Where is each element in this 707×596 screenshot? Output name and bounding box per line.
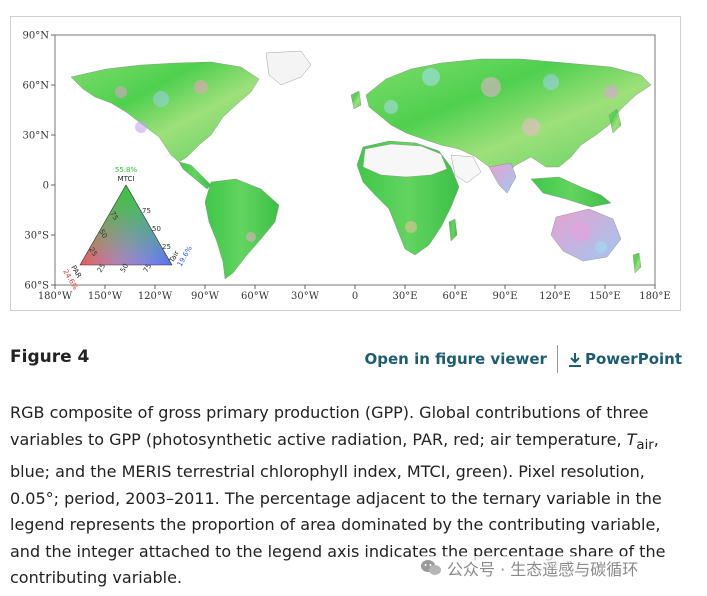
caption-tair-symbol: T [626, 429, 637, 449]
caption-part2: , blue; and the MERIS terrestrial chloro… [10, 429, 666, 588]
powerpoint-download-link[interactable]: PowerPoint [568, 350, 682, 368]
land-madagascar [448, 218, 458, 242]
open-figure-viewer-link[interactable]: Open in figure viewer [364, 350, 547, 368]
download-icon [568, 352, 581, 367]
legend-left-axis-3: 75 [108, 210, 119, 222]
legend-top-pct: 55.8% [115, 166, 138, 174]
land-greenland [265, 50, 312, 86]
land-britain [350, 90, 362, 110]
legend-bottom-axis-1: 25 [96, 262, 107, 274]
gpp-world-map: 90°N 60°N 30°N 0 30°S 60°S 180°W 150°W 120°W 90°… [23, 31, 671, 303]
watermark-text: 公众号 · 生态遥感与碳循环 [447, 560, 639, 579]
caption-part1: RGB composite of gross primary productio… [10, 403, 649, 449]
watermark: 公众号 · 生态遥感与碳循环 [420, 556, 639, 580]
legend-right-axis-3: 25 [162, 243, 171, 251]
figure-header: Figure 4 Open in figure viewer PowerPoin… [10, 343, 682, 375]
land-sahara [362, 143, 448, 178]
land-south-america [204, 178, 280, 280]
ternary-legend: 55.8% MTCI PAR 24.6% Tair 19.6% 25 50 75… [61, 166, 194, 292]
lon-tick-label: 120°E [539, 291, 570, 302]
wechat-icon [421, 560, 441, 575]
lat-tick-label: 30°S [24, 231, 49, 242]
lon-tick-label: 150°W [88, 291, 123, 302]
land-new-zealand [632, 252, 642, 274]
lon-tick-label: 180°E [639, 291, 670, 302]
lat-tick-label: 90°N [23, 31, 50, 42]
land-arabia [450, 154, 482, 184]
legend-left-axis-1: 25 [87, 246, 98, 258]
legend-right-axis-2: 50 [152, 225, 161, 233]
lon-tick-label: 150°E [589, 291, 620, 302]
figure-caption: RGB composite of gross primary productio… [10, 400, 686, 592]
legend-top-name: MTCI [118, 175, 135, 183]
lon-tick-label: 90°W [191, 291, 220, 302]
figure-image[interactable]: 90°N 60°N 30°N 0 30°S 60°S 180°W 150°W 120°W 90°… [10, 16, 681, 311]
figure-title: Figure 4 [10, 347, 90, 367]
legend-right-axis-1: 75 [142, 207, 151, 215]
lon-tick-label: 60°E [442, 291, 467, 302]
composite-speckles [115, 68, 618, 253]
powerpoint-label: PowerPoint [584, 350, 682, 368]
lon-axis: 180°W 150°W 120°W 90°W 60°W 30°W 0 30°E 60°E 90°E… [38, 285, 671, 302]
lat-tick-label: 0 [43, 181, 49, 192]
land-india [488, 162, 517, 194]
land-se-asia [530, 176, 612, 208]
legend-left-axis-2: 50 [97, 228, 108, 240]
lon-tick-label: 120°W [138, 291, 173, 302]
lat-tick-label: 30°N [23, 131, 50, 142]
land-japan [608, 108, 622, 134]
legend-bottom-axis-2: 50 [119, 262, 130, 274]
lon-tick-label: 90°E [492, 291, 517, 302]
ternary-fill-top [80, 185, 172, 265]
lat-tick-label: 60°S [24, 281, 49, 292]
ternary-outline [79, 184, 173, 266]
lon-tick-label: 0 [352, 291, 358, 302]
lon-tick-label: 30°W [291, 291, 320, 302]
lon-tick-label: 180°W [38, 291, 73, 302]
land-central-america [178, 161, 212, 190]
figure-links: Open in figure viewer PowerPoint [364, 343, 682, 375]
lon-tick-label: 30°E [392, 291, 417, 302]
legend-bottom-axis-3: 75 [142, 262, 153, 274]
lat-axis: 90°N 60°N 30°N 0 30°S 60°S [23, 31, 55, 292]
lon-tick-label: 60°W [241, 291, 270, 302]
link-divider [556, 345, 558, 373]
lat-tick-label: 60°N [23, 81, 50, 92]
caption-tair-sub: air [636, 437, 654, 453]
land-eurasia [365, 58, 652, 178]
